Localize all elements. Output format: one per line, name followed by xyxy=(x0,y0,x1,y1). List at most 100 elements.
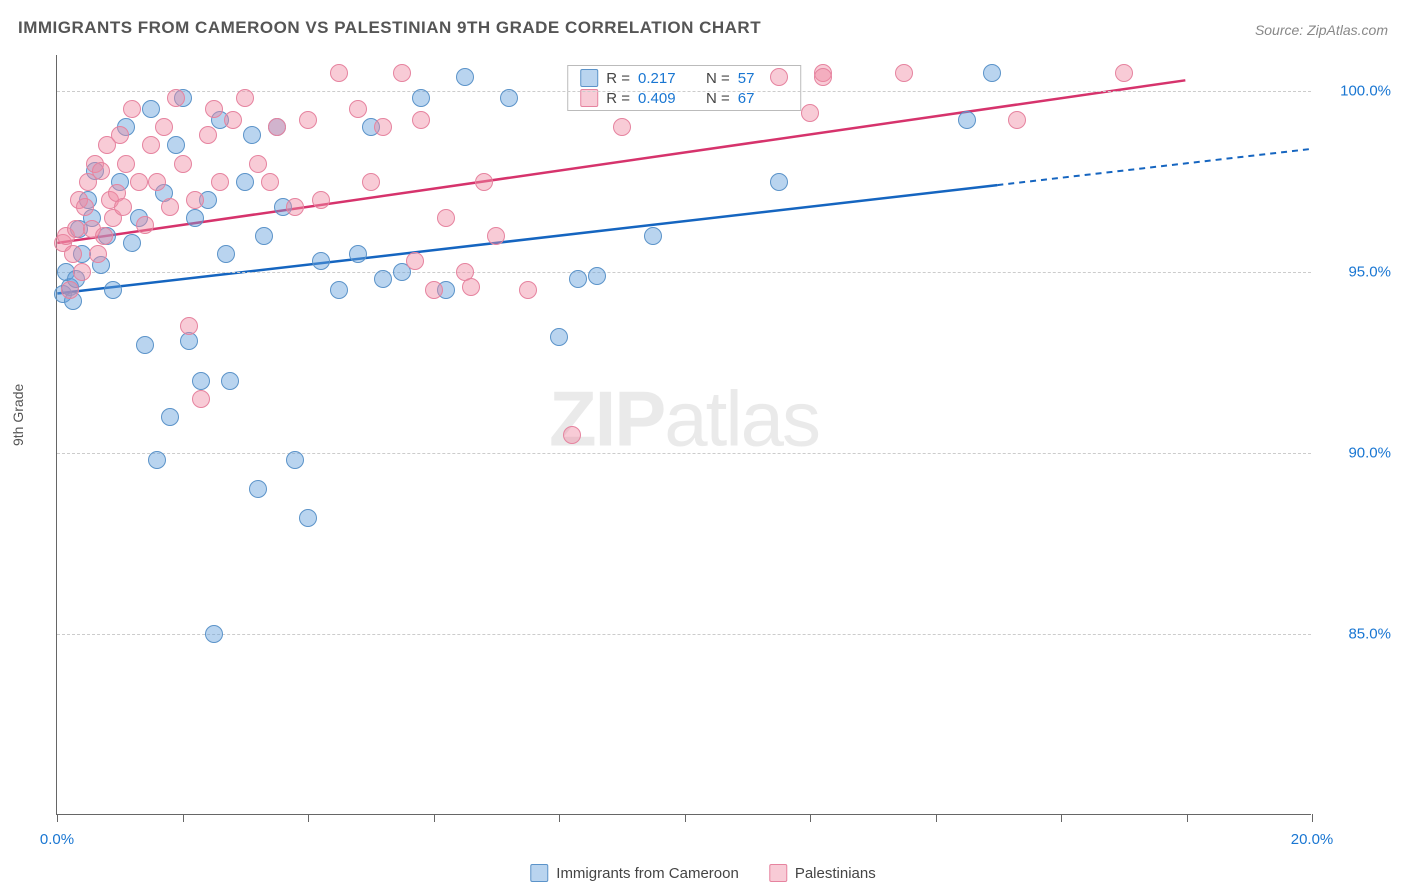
data-point xyxy=(500,89,518,107)
data-point xyxy=(770,68,788,86)
data-point xyxy=(958,111,976,129)
x-tick-mark xyxy=(57,814,58,822)
data-point xyxy=(161,198,179,216)
data-point xyxy=(148,451,166,469)
x-tick-mark xyxy=(810,814,811,822)
scatter-plot: ZIPatlas R =0.217N =57R =0.409N =67 85.0… xyxy=(56,55,1311,815)
data-point xyxy=(155,118,173,136)
data-point xyxy=(462,278,480,296)
x-tick-mark xyxy=(308,814,309,822)
data-point xyxy=(412,89,430,107)
x-tick-mark xyxy=(434,814,435,822)
data-point xyxy=(211,173,229,191)
gridline xyxy=(57,634,1311,635)
data-point xyxy=(349,245,367,263)
data-point xyxy=(142,100,160,118)
x-tick-mark xyxy=(685,814,686,822)
legend-label: Palestinians xyxy=(795,865,876,882)
data-point xyxy=(92,162,110,180)
x-tick-mark xyxy=(1061,814,1062,822)
chart-title: IMMIGRANTS FROM CAMEROON VS PALESTINIAN … xyxy=(18,18,761,38)
legend-item: Palestinians xyxy=(769,864,876,882)
data-point xyxy=(983,64,1001,82)
data-point xyxy=(456,68,474,86)
data-point xyxy=(123,100,141,118)
data-point xyxy=(221,372,239,390)
x-tick-mark xyxy=(936,814,937,822)
data-point xyxy=(519,281,537,299)
data-point xyxy=(1008,111,1026,129)
y-tick-label: 85.0% xyxy=(1321,626,1391,643)
data-point xyxy=(286,198,304,216)
data-point xyxy=(148,173,166,191)
data-point xyxy=(299,509,317,527)
trend-lines xyxy=(57,55,1311,814)
data-point xyxy=(393,64,411,82)
data-point xyxy=(286,451,304,469)
legend-n-label: N = xyxy=(706,70,730,87)
data-point xyxy=(130,173,148,191)
data-point xyxy=(104,281,122,299)
data-point xyxy=(374,270,392,288)
x-tick-label: 0.0% xyxy=(40,831,74,848)
legend-swatch xyxy=(580,69,598,87)
data-point xyxy=(475,173,493,191)
data-point xyxy=(174,155,192,173)
legend-swatch xyxy=(530,864,548,882)
data-point xyxy=(569,270,587,288)
data-point xyxy=(161,408,179,426)
data-point xyxy=(117,155,135,173)
data-point xyxy=(224,111,242,129)
data-point xyxy=(299,111,317,129)
data-point xyxy=(268,118,286,136)
x-tick-label: 20.0% xyxy=(1291,831,1334,848)
data-point xyxy=(249,480,267,498)
x-tick-mark xyxy=(559,814,560,822)
data-point xyxy=(312,252,330,270)
data-point xyxy=(76,198,94,216)
data-point xyxy=(64,245,82,263)
data-point xyxy=(437,209,455,227)
data-point xyxy=(111,126,129,144)
data-point xyxy=(236,173,254,191)
watermark: ZIPatlas xyxy=(549,374,819,465)
data-point xyxy=(186,191,204,209)
legend-r-value: 0.217 xyxy=(638,70,688,87)
data-point xyxy=(61,281,79,299)
data-point xyxy=(550,328,568,346)
data-point xyxy=(167,136,185,154)
x-tick-mark xyxy=(183,814,184,822)
y-tick-label: 100.0% xyxy=(1321,83,1391,100)
legend-label: Immigrants from Cameroon xyxy=(556,865,739,882)
data-point xyxy=(205,625,223,643)
y-axis-label: 9th Grade xyxy=(10,384,26,446)
data-point xyxy=(89,245,107,263)
x-tick-mark xyxy=(1312,814,1313,822)
legend-r-label: R = xyxy=(606,70,630,87)
data-point xyxy=(406,252,424,270)
data-point xyxy=(249,155,267,173)
data-point xyxy=(1115,64,1133,82)
source-label: Source: ZipAtlas.com xyxy=(1255,22,1388,38)
data-point xyxy=(136,336,154,354)
gridline xyxy=(57,453,1311,454)
data-point xyxy=(487,227,505,245)
data-point xyxy=(255,227,273,245)
data-point xyxy=(205,100,223,118)
data-point xyxy=(374,118,392,136)
data-point xyxy=(95,227,113,245)
data-point xyxy=(192,390,210,408)
data-point xyxy=(425,281,443,299)
data-point xyxy=(330,64,348,82)
data-point xyxy=(114,198,132,216)
series-legend: Immigrants from Cameroon Palestinians xyxy=(530,864,875,882)
legend-item: Immigrants from Cameroon xyxy=(530,864,739,882)
data-point xyxy=(644,227,662,245)
data-point xyxy=(412,111,430,129)
data-point xyxy=(312,191,330,209)
data-point xyxy=(73,263,91,281)
legend-swatch xyxy=(769,864,787,882)
data-point xyxy=(186,209,204,227)
data-point xyxy=(801,104,819,122)
data-point xyxy=(217,245,235,263)
